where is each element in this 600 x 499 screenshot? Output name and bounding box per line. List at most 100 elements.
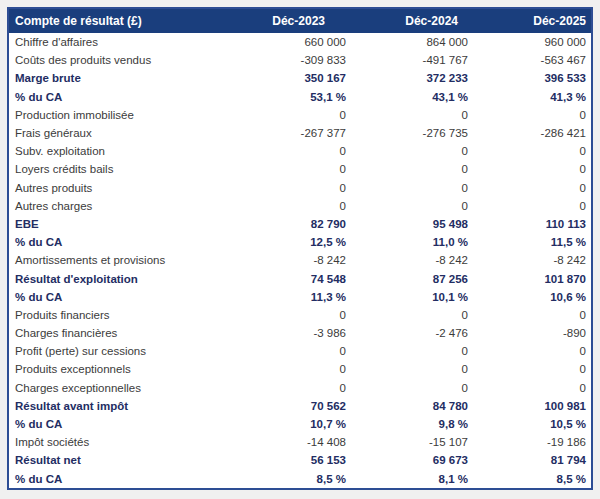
row-value: 0 <box>229 163 351 175</box>
row-value: 82 790 <box>229 218 351 230</box>
row-label: Impôt sociétés <box>9 436 229 448</box>
row-value: 372 233 <box>351 72 473 84</box>
table-row: Impôt sociétés -14 408 -15 107 -19 186 <box>9 433 591 451</box>
table-row: Résultat d'exploitation 74 548 87 256 10… <box>9 269 591 287</box>
table-row: Coûts des produits vendus -309 833 -491 … <box>9 51 591 69</box>
row-label: Résultat avant impôt <box>9 400 229 412</box>
row-value: 0 <box>229 382 351 394</box>
table-row: Résultat net 56 153 69 673 81 794 <box>9 451 591 469</box>
row-label: Charges exceptionnelles <box>9 382 229 394</box>
row-value: 0 <box>351 163 473 175</box>
row-value: 87 256 <box>351 273 473 285</box>
row-value: -286 421 <box>473 127 591 139</box>
row-label: Amortissements et provisions <box>9 254 229 266</box>
row-value: 0 <box>351 182 473 194</box>
row-label: % du CA <box>9 291 229 303</box>
row-value: 960 000 <box>473 36 591 48</box>
row-label: Subv. exploitation <box>9 145 229 157</box>
table-row: % du CA 53,1 % 43,1 % 41,3 % <box>9 88 591 106</box>
row-label: Autres charges <box>9 200 229 212</box>
row-value: 0 <box>473 382 591 394</box>
row-value: 0 <box>229 182 351 194</box>
row-value: 0 <box>229 109 351 121</box>
table-row: Résultat avant impôt 70 562 84 780 100 9… <box>9 397 591 415</box>
row-value: 74 548 <box>229 273 351 285</box>
table-row: Autres produits 0 0 0 <box>9 179 591 197</box>
row-value: 11,3 % <box>229 291 351 303</box>
row-value: 101 870 <box>473 273 591 285</box>
row-value: 0 <box>351 309 473 321</box>
row-label: Résultat d'exploitation <box>9 273 229 285</box>
row-value: -2 476 <box>351 327 473 339</box>
row-label: Coûts des produits vendus <box>9 54 229 66</box>
row-value: 9,8 % <box>351 418 473 430</box>
row-value: -19 186 <box>473 436 591 448</box>
row-value: 10,1 % <box>351 291 473 303</box>
row-label: EBE <box>9 218 229 230</box>
table-row: % du CA 8,5 % 8,1 % 8,5 % <box>9 470 591 488</box>
row-label: Marge brute <box>9 72 229 84</box>
row-value: 864 000 <box>351 36 473 48</box>
row-value: 10,7 % <box>229 418 351 430</box>
column-header-dec-2025: Déc-2025 <box>473 14 591 28</box>
row-value: 396 533 <box>473 72 591 84</box>
row-value: -267 377 <box>229 127 351 139</box>
table-body: Chiffre d'affaires 660 000 864 000 960 0… <box>9 33 591 488</box>
row-value: 11,5 % <box>473 236 591 248</box>
row-value: 100 981 <box>473 400 591 412</box>
row-value: 0 <box>473 345 591 357</box>
table-row: Profit (perte) sur cessions 0 0 0 <box>9 342 591 360</box>
row-value: -563 467 <box>473 54 591 66</box>
row-value: 11,0 % <box>351 236 473 248</box>
row-value: 0 <box>473 309 591 321</box>
column-header-dec-2023: Déc-2023 <box>229 14 351 28</box>
row-value: 53,1 % <box>229 91 351 103</box>
row-value: 84 780 <box>351 400 473 412</box>
row-label: Produits exceptionnels <box>9 363 229 375</box>
row-value: 0 <box>229 309 351 321</box>
table-row: Subv. exploitation 0 0 0 <box>9 142 591 160</box>
row-value: 350 167 <box>229 72 351 84</box>
row-value: 0 <box>473 145 591 157</box>
row-value: 0 <box>229 145 351 157</box>
table-row: Loyers crédits bails 0 0 0 <box>9 160 591 178</box>
table-row: Frais généraux -267 377 -276 735 -286 42… <box>9 124 591 142</box>
table-row: Produits exceptionnels 0 0 0 <box>9 360 591 378</box>
row-value: -3 986 <box>229 327 351 339</box>
table-row: % du CA 11,3 % 10,1 % 10,6 % <box>9 288 591 306</box>
row-value: 660 000 <box>229 36 351 48</box>
row-value: 0 <box>351 145 473 157</box>
table-row: EBE 82 790 95 498 110 113 <box>9 215 591 233</box>
row-label: Autres produits <box>9 182 229 194</box>
row-value: 8,5 % <box>473 473 591 485</box>
row-value: -8 242 <box>229 254 351 266</box>
row-label: Résultat net <box>9 454 229 466</box>
table-header-row: Compte de résultat (£) Déc-2023 Déc-2024… <box>9 9 591 33</box>
table-row: Charges exceptionnelles 0 0 0 <box>9 379 591 397</box>
row-value: 0 <box>473 363 591 375</box>
row-value: 69 673 <box>351 454 473 466</box>
table-row: % du CA 10,7 % 9,8 % 10,5 % <box>9 415 591 433</box>
row-value: 8,1 % <box>351 473 473 485</box>
table-row: Chiffre d'affaires 660 000 864 000 960 0… <box>9 33 591 51</box>
row-value: -276 735 <box>351 127 473 139</box>
row-value: 70 562 <box>229 400 351 412</box>
row-value: -8 242 <box>351 254 473 266</box>
table-row: Production immobilisée 0 0 0 <box>9 106 591 124</box>
row-label: Produits financiers <box>9 309 229 321</box>
row-value: 0 <box>351 345 473 357</box>
row-value: 8,5 % <box>229 473 351 485</box>
row-label: % du CA <box>9 418 229 430</box>
row-value: 0 <box>229 345 351 357</box>
row-label: Production immobilisée <box>9 109 229 121</box>
table-row: Charges financières -3 986 -2 476 -890 <box>9 324 591 342</box>
row-value: 0 <box>351 382 473 394</box>
row-value: 0 <box>473 182 591 194</box>
row-value: 43,1 % <box>351 91 473 103</box>
row-value: 81 794 <box>473 454 591 466</box>
row-value: 41,3 % <box>473 91 591 103</box>
row-value: 0 <box>473 200 591 212</box>
row-value: 56 153 <box>229 454 351 466</box>
row-label: % du CA <box>9 473 229 485</box>
row-value: 0 <box>229 363 351 375</box>
